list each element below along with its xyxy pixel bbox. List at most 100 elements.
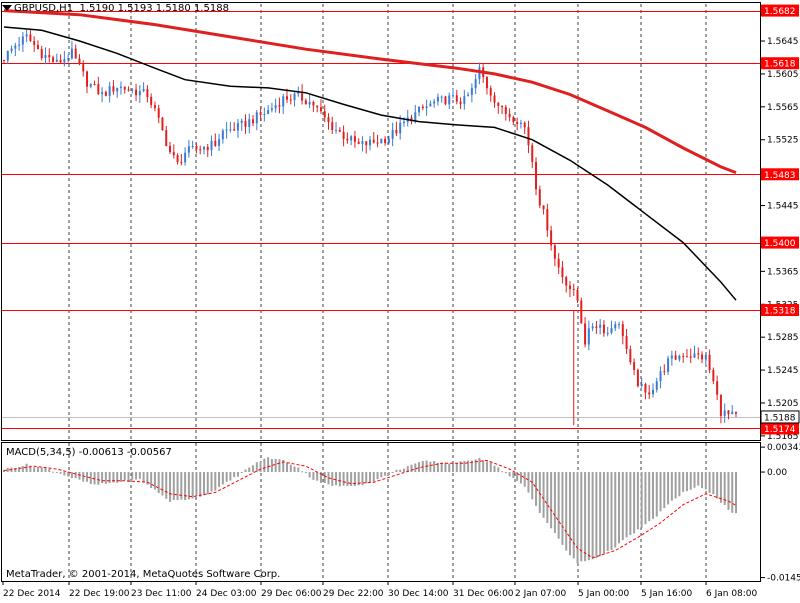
- candle-body: [233, 129, 236, 131]
- candle-body: [670, 355, 673, 359]
- macd-histogram-bar: [519, 472, 522, 484]
- macd-signal-line: [3, 459, 737, 559]
- macd-histogram-bar: [436, 462, 439, 473]
- macd-histogram-bar: [584, 472, 587, 562]
- candle-body: [625, 336, 628, 350]
- macd-histogram-bar: [176, 472, 179, 500]
- candle-body: [70, 48, 73, 59]
- macd-histogram-bar: [293, 466, 296, 473]
- candle-body: [459, 101, 462, 104]
- macd-histogram-bar: [655, 472, 658, 517]
- candle-body: [414, 112, 417, 122]
- macd-histogram-bar: [474, 459, 477, 473]
- macd-histogram-bar: [150, 472, 153, 489]
- macd-histogram-bar: [289, 464, 292, 473]
- macd-histogram-bar: [463, 460, 466, 473]
- candle-body: [689, 356, 692, 358]
- level-price-tag-label: 1.5483: [764, 171, 796, 181]
- macd-histogram-bar: [708, 472, 711, 493]
- candle-body: [52, 57, 55, 62]
- macd-histogram-bar: [21, 466, 24, 473]
- x-tick-label: 6 Jan 08:00: [706, 589, 758, 599]
- macd-histogram-bar: [67, 472, 70, 477]
- grid-layer: [68, 4, 707, 581]
- macd-histogram-bar: [678, 472, 681, 497]
- candle-body: [165, 130, 168, 146]
- macd-layer: [3, 457, 737, 564]
- macd-y-tick-label: 0.00343: [767, 443, 800, 453]
- candle-body: [25, 34, 28, 37]
- macd-histogram-bar: [180, 472, 183, 500]
- macd-histogram-bar: [146, 472, 149, 485]
- macd-histogram-bar: [467, 460, 470, 473]
- candle-body: [584, 323, 587, 345]
- candle-body: [474, 79, 477, 89]
- macd-histogram-bar: [153, 472, 156, 490]
- candle-body: [323, 111, 326, 118]
- candle-body: [350, 136, 353, 141]
- x-tick-label: 22 Dec 19:00: [69, 589, 130, 599]
- macd-histogram-bar: [361, 472, 364, 486]
- candle-body: [682, 355, 685, 357]
- candle-body: [33, 40, 36, 45]
- macd-histogram-bar: [40, 467, 43, 473]
- macd-histogram-bar: [346, 472, 349, 487]
- macd-histogram-bar: [527, 472, 530, 493]
- macd-histogram-bar: [674, 472, 677, 499]
- candle-body: [308, 102, 311, 105]
- macd-histogram-bar: [74, 472, 77, 479]
- macd-histogram-bar: [255, 462, 258, 473]
- macd-histogram-bar: [482, 460, 485, 473]
- candle-body: [591, 326, 594, 329]
- candle-body: [618, 324, 621, 326]
- dropdown-triangle-icon[interactable]: [2, 5, 12, 11]
- candle-body: [708, 354, 711, 370]
- macd-histogram-bar: [625, 472, 628, 538]
- macd-histogram-bar: [3, 469, 5, 473]
- candle-body: [86, 71, 89, 87]
- candle-body: [146, 88, 149, 97]
- candle-body: [169, 145, 172, 153]
- candle-body: [89, 83, 92, 87]
- candle-body: [667, 358, 670, 372]
- macd-histogram-bar: [735, 472, 737, 514]
- macd-histogram-bar: [135, 472, 138, 480]
- macd-histogram-bar: [410, 464, 413, 473]
- macd-histogram-bar: [131, 472, 134, 480]
- candle-body: [353, 136, 356, 142]
- macd-histogram-bar: [33, 467, 36, 473]
- macd-histogram-bar: [523, 472, 526, 487]
- candle-body: [157, 108, 160, 118]
- macd-label: MACD(5,34,5) -0.00613 -0.00567: [6, 447, 172, 458]
- macd-histogram-bar: [169, 472, 172, 502]
- level-price-tag-label: 1.5318: [764, 307, 796, 317]
- macd-histogram-bar: [723, 472, 726, 506]
- macd-histogram-bar: [685, 472, 688, 492]
- macd-histogram-bar: [644, 472, 647, 525]
- y-tick-label: 1.5565: [767, 103, 799, 113]
- macd-histogram-bar: [161, 472, 164, 496]
- candle-body: [131, 89, 134, 91]
- candle-body: [259, 112, 262, 115]
- macd-histogram-bar: [101, 472, 104, 484]
- candle-body: [195, 145, 198, 150]
- macd-histogram-bar: [86, 472, 89, 482]
- candle-body: [289, 99, 292, 101]
- macd-histogram-bar: [319, 472, 322, 484]
- macd-histogram-bar: [719, 472, 722, 503]
- macd-histogram-bar: [697, 472, 700, 486]
- candle-body: [508, 113, 511, 118]
- macd-histogram-bar: [372, 472, 375, 482]
- macd-histogram-bar: [29, 465, 32, 473]
- candle-body: [14, 45, 17, 49]
- candle-body: [191, 145, 194, 147]
- symbol-label: GBPUSD,H1: [14, 3, 74, 14]
- candle-body: [663, 371, 666, 373]
- candle-body: [369, 139, 371, 146]
- macd-histogram-bar: [489, 462, 492, 473]
- candle-body: [21, 36, 24, 45]
- macd-histogram-bar: [621, 472, 624, 541]
